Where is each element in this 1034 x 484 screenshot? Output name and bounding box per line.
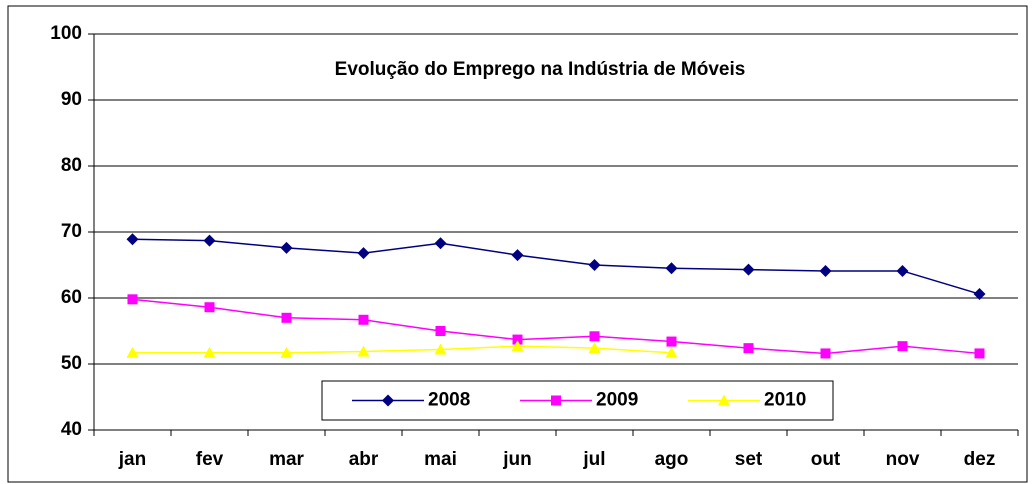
- marker: [357, 247, 370, 260]
- series-line: [132, 345, 672, 354]
- marker: [203, 234, 216, 247]
- marker: [126, 346, 139, 358]
- x-tick-label: dez: [964, 449, 996, 470]
- y-tick-label: 60: [61, 287, 82, 308]
- marker: [512, 334, 523, 345]
- y-tick-label: 70: [61, 221, 82, 242]
- marker: [280, 241, 293, 254]
- marker: [819, 264, 832, 277]
- x-tick-label: jun: [502, 449, 532, 470]
- marker: [551, 395, 561, 406]
- x-tick-label: set: [735, 449, 763, 470]
- marker: [281, 312, 292, 323]
- marker: [511, 249, 524, 262]
- marker: [127, 294, 138, 305]
- marker: [718, 394, 730, 406]
- marker: [204, 302, 215, 313]
- marker: [589, 331, 600, 342]
- marker: [382, 394, 394, 407]
- x-tick-label: jan: [118, 449, 146, 470]
- marker: [974, 348, 985, 359]
- y-tick-label: 50: [61, 353, 82, 374]
- legend-label: 2009: [596, 390, 638, 411]
- marker: [203, 346, 216, 358]
- x-tick-label: jul: [582, 449, 605, 470]
- x-tick-label: nov: [886, 449, 920, 470]
- marker: [896, 264, 909, 277]
- marker: [666, 336, 677, 347]
- x-tick-label: abr: [349, 449, 379, 470]
- marker: [434, 237, 447, 250]
- x-tick-label: mar: [269, 449, 304, 470]
- marker: [511, 340, 524, 352]
- series-line: [132, 238, 980, 295]
- y-tick-label: 100: [50, 23, 82, 44]
- marker: [280, 346, 293, 358]
- marker: [742, 263, 755, 276]
- marker: [743, 343, 754, 354]
- marker: [973, 288, 986, 301]
- marker: [588, 259, 601, 271]
- marker: [358, 314, 369, 325]
- y-tick-label: 90: [61, 89, 82, 110]
- marker: [665, 346, 678, 358]
- marker: [897, 341, 908, 352]
- marker: [434, 343, 447, 355]
- marker: [435, 326, 446, 336]
- x-tick-label: out: [811, 449, 841, 470]
- series-line: [132, 298, 980, 355]
- marker: [665, 262, 678, 275]
- x-tick-label: fev: [196, 449, 224, 470]
- x-tick-label: mai: [424, 449, 457, 470]
- y-tick-label: 80: [61, 155, 82, 176]
- marker: [357, 345, 370, 357]
- legend-label: 2008: [428, 390, 470, 411]
- marker: [126, 233, 139, 246]
- chart-title: Evolução do Emprego na Indústria de Móve…: [335, 59, 746, 80]
- marker: [588, 342, 601, 354]
- x-tick-label: ago: [655, 449, 689, 470]
- legend-label: 2010: [764, 390, 806, 411]
- marker: [820, 348, 831, 359]
- y-tick-label: 40: [61, 419, 82, 440]
